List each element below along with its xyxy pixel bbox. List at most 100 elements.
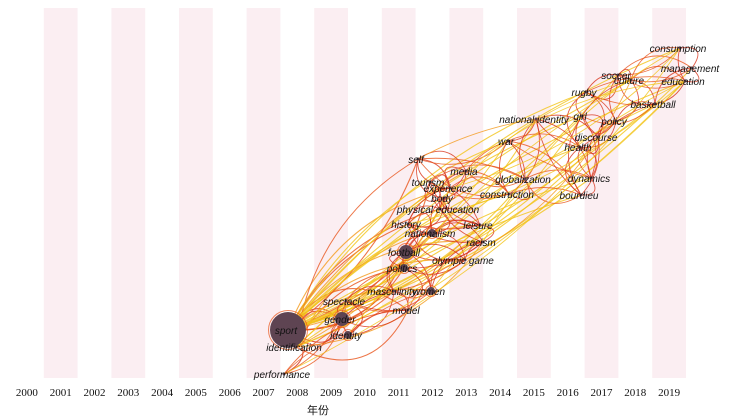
link-116: [449, 176, 510, 195]
node-model: [406, 308, 410, 312]
node-ring-identity: [342, 329, 354, 341]
link-88: [405, 219, 481, 253]
link-196: [465, 80, 686, 172]
keyword-media: media: [450, 167, 478, 178]
year-tick-2019: 2019: [658, 387, 681, 399]
link-76: [430, 241, 484, 292]
link-44: [287, 74, 619, 331]
link-168: [609, 74, 619, 122]
year-tick-2014: 2014: [489, 387, 512, 399]
keyword-bourdieu: bourdieu: [560, 191, 599, 202]
link-95: [431, 208, 450, 234]
keyword-rugby: rugby: [571, 88, 597, 99]
year-axis: 2000 2001 2002 2003 2004 2005 2006 2007 2008 2009…: [16, 387, 681, 399]
keyword-politics: politics: [386, 264, 418, 275]
keyword-history: history: [391, 220, 421, 231]
node-policy: [614, 119, 618, 123]
keyword-gender: gender: [324, 315, 356, 326]
link-134: [519, 118, 537, 180]
node-identification: [294, 345, 298, 349]
link-123: [465, 170, 526, 188]
link-100: [407, 187, 451, 225]
node-ring-football: [397, 243, 415, 261]
link-118: [417, 158, 431, 183]
keyword-soccer: soccer: [601, 71, 631, 82]
year-tick-2011: 2011: [388, 387, 410, 399]
node-ring-politics: [398, 262, 410, 274]
link-188: [347, 79, 632, 336]
year-band-2003: [111, 8, 146, 378]
node-gender: [335, 312, 349, 326]
link-109: [443, 187, 456, 200]
keyword-health: health: [564, 143, 592, 154]
year-band-2011: [381, 8, 416, 378]
year-tick-2012: 2012: [422, 387, 444, 399]
node-body: [442, 196, 446, 200]
node-health: [578, 145, 582, 149]
link-161: [581, 115, 617, 135]
node-discourse: [596, 135, 600, 139]
link-59: [347, 290, 395, 336]
link-40: [287, 91, 587, 331]
node-rugby: [584, 90, 588, 94]
link-83: [431, 232, 466, 261]
keyword-physical-education: physical education: [396, 205, 480, 216]
keyword-self: self: [408, 155, 425, 166]
link-145: [580, 177, 596, 196]
node-women: [427, 287, 435, 295]
node-consumption: [678, 46, 682, 50]
year-band-2001: [43, 8, 78, 378]
keyword-girl: girl: [573, 112, 587, 123]
link-85: [405, 241, 484, 261]
link-110: [424, 181, 445, 202]
node-education: [683, 79, 687, 83]
link-191: [464, 79, 632, 261]
link-190: [430, 80, 686, 292]
link-144: [535, 114, 599, 138]
link-66: [407, 288, 432, 311]
link-22: [295, 187, 451, 348]
link-63: [345, 290, 432, 312]
keyword-nationalism: nationalism: [405, 229, 456, 240]
node-bourdieu: [579, 193, 583, 197]
link-92: [439, 208, 484, 243]
link-182: [617, 55, 693, 76]
keyword-body: body: [431, 194, 454, 205]
link-8: [287, 288, 432, 331]
link-180: [630, 47, 681, 81]
node-culture: [629, 78, 633, 82]
link-133: [507, 140, 526, 180]
year-tick-2001: 2001: [50, 387, 72, 399]
keyword-tourism: tourism: [412, 178, 445, 189]
link-151: [581, 115, 597, 179]
link-58: [347, 309, 409, 336]
link-174: [617, 74, 656, 106]
link-170: [585, 74, 632, 93]
link-45: [287, 80, 686, 331]
link-111: [443, 170, 467, 199]
node-management: [690, 66, 694, 70]
keyword-culture: culture: [614, 76, 644, 87]
keyword-racism: racism: [466, 238, 495, 249]
year-tick-2004: 2004: [151, 387, 174, 399]
link-189: [407, 47, 681, 311]
year-tick-2005: 2005: [185, 387, 208, 399]
link-120: [429, 164, 526, 183]
link-105: [439, 197, 450, 210]
keyword-olympic-game: olympic game: [432, 256, 494, 267]
keyword-spectacle: spectacle: [323, 297, 366, 308]
year-tick-2006: 2006: [219, 387, 242, 399]
keyword-consumption: consumption: [650, 44, 707, 55]
link-125: [417, 158, 510, 197]
link-21: [287, 187, 451, 331]
node-leisure: [478, 223, 482, 227]
year-tick-2000: 2000: [16, 387, 39, 399]
link-68: [407, 259, 466, 311]
link-172: [585, 76, 686, 93]
link-193: [407, 80, 686, 225]
link-163: [581, 103, 656, 125]
node-tourism: [428, 180, 432, 184]
node-self: [416, 157, 420, 161]
node-olympic-game: [463, 258, 467, 262]
